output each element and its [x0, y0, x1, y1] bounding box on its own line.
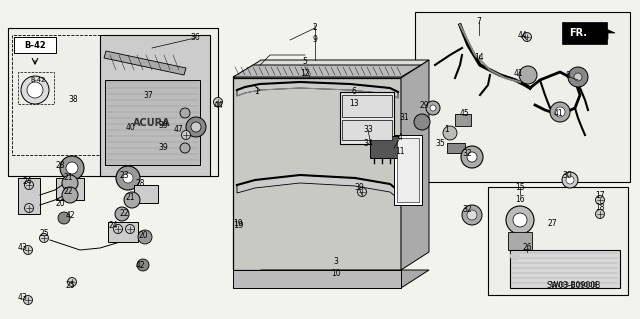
FancyBboxPatch shape [342, 120, 392, 140]
Circle shape [513, 213, 527, 227]
Polygon shape [237, 82, 398, 98]
Circle shape [24, 204, 33, 212]
Circle shape [58, 212, 70, 224]
Circle shape [115, 207, 129, 221]
Text: 30: 30 [562, 170, 572, 180]
Text: 20: 20 [138, 232, 148, 241]
Text: SW03-B0900B: SW03-B0900B [550, 282, 598, 288]
Text: 45: 45 [460, 108, 470, 117]
Circle shape [443, 126, 457, 140]
Text: 42: 42 [135, 261, 145, 270]
Circle shape [461, 146, 483, 168]
Text: B-42: B-42 [30, 77, 45, 83]
Text: 29: 29 [419, 100, 429, 109]
FancyBboxPatch shape [340, 92, 394, 144]
Circle shape [555, 107, 565, 117]
Circle shape [137, 259, 149, 271]
Circle shape [186, 117, 206, 137]
Circle shape [125, 225, 134, 234]
FancyBboxPatch shape [14, 37, 56, 53]
Polygon shape [233, 65, 421, 77]
Text: 1: 1 [445, 125, 449, 135]
Circle shape [358, 188, 367, 197]
Text: 13: 13 [349, 100, 359, 108]
FancyBboxPatch shape [508, 232, 532, 250]
Circle shape [40, 234, 49, 242]
FancyBboxPatch shape [562, 22, 607, 44]
Text: 31: 31 [399, 114, 409, 122]
Circle shape [519, 66, 537, 84]
Text: 11: 11 [396, 146, 404, 155]
Text: 23: 23 [119, 170, 129, 180]
Circle shape [595, 210, 605, 219]
Text: 5: 5 [303, 57, 307, 66]
Circle shape [124, 192, 140, 208]
FancyBboxPatch shape [8, 28, 218, 176]
Circle shape [113, 225, 122, 234]
FancyBboxPatch shape [455, 114, 471, 126]
Text: 1: 1 [255, 87, 259, 97]
Text: 35: 35 [435, 138, 445, 147]
Text: 15: 15 [515, 183, 525, 192]
Polygon shape [233, 60, 429, 78]
Circle shape [182, 130, 191, 139]
Text: 44: 44 [518, 31, 528, 40]
Circle shape [62, 187, 78, 203]
Text: 38: 38 [68, 94, 78, 103]
Circle shape [214, 98, 223, 107]
Text: 28: 28 [55, 160, 65, 169]
Text: 24: 24 [22, 176, 32, 186]
Circle shape [24, 181, 33, 189]
Text: 47: 47 [173, 125, 183, 135]
Text: 22: 22 [63, 187, 73, 196]
Text: 16: 16 [515, 196, 525, 204]
Text: 41: 41 [553, 109, 563, 118]
Circle shape [550, 102, 570, 122]
Text: 22: 22 [119, 209, 129, 218]
Text: 19: 19 [233, 220, 243, 229]
Text: 32: 32 [462, 205, 472, 214]
Text: 33: 33 [363, 125, 373, 135]
Circle shape [510, 251, 520, 261]
FancyBboxPatch shape [233, 270, 401, 288]
Circle shape [27, 82, 43, 98]
Text: 4: 4 [397, 133, 403, 143]
FancyBboxPatch shape [105, 80, 200, 165]
Circle shape [414, 114, 430, 130]
Circle shape [60, 156, 84, 180]
FancyBboxPatch shape [394, 135, 422, 205]
Text: 39: 39 [158, 121, 168, 130]
Text: 25: 25 [39, 228, 49, 238]
FancyBboxPatch shape [397, 138, 419, 202]
Text: 9: 9 [312, 35, 317, 44]
Polygon shape [237, 175, 395, 196]
Text: 19: 19 [233, 219, 243, 228]
Circle shape [562, 172, 578, 188]
Polygon shape [401, 60, 429, 270]
Text: 37: 37 [143, 92, 153, 100]
Circle shape [24, 295, 33, 305]
Text: 43: 43 [17, 293, 27, 302]
FancyBboxPatch shape [108, 222, 138, 242]
Text: 40: 40 [125, 122, 135, 131]
Text: 14: 14 [474, 54, 484, 63]
FancyBboxPatch shape [488, 187, 628, 295]
Circle shape [180, 108, 190, 118]
FancyBboxPatch shape [56, 178, 84, 200]
Circle shape [566, 176, 574, 184]
Circle shape [595, 196, 605, 204]
Text: 17: 17 [595, 190, 605, 199]
Circle shape [62, 175, 78, 191]
Circle shape [430, 105, 436, 111]
Circle shape [574, 73, 582, 81]
Circle shape [138, 230, 152, 244]
Text: 39: 39 [354, 183, 364, 192]
Circle shape [426, 101, 440, 115]
Text: 24: 24 [108, 220, 118, 229]
Text: 2: 2 [312, 24, 317, 33]
Text: 42: 42 [65, 211, 75, 219]
Text: 10: 10 [331, 270, 341, 278]
Text: 34: 34 [363, 138, 373, 147]
Circle shape [66, 162, 78, 174]
